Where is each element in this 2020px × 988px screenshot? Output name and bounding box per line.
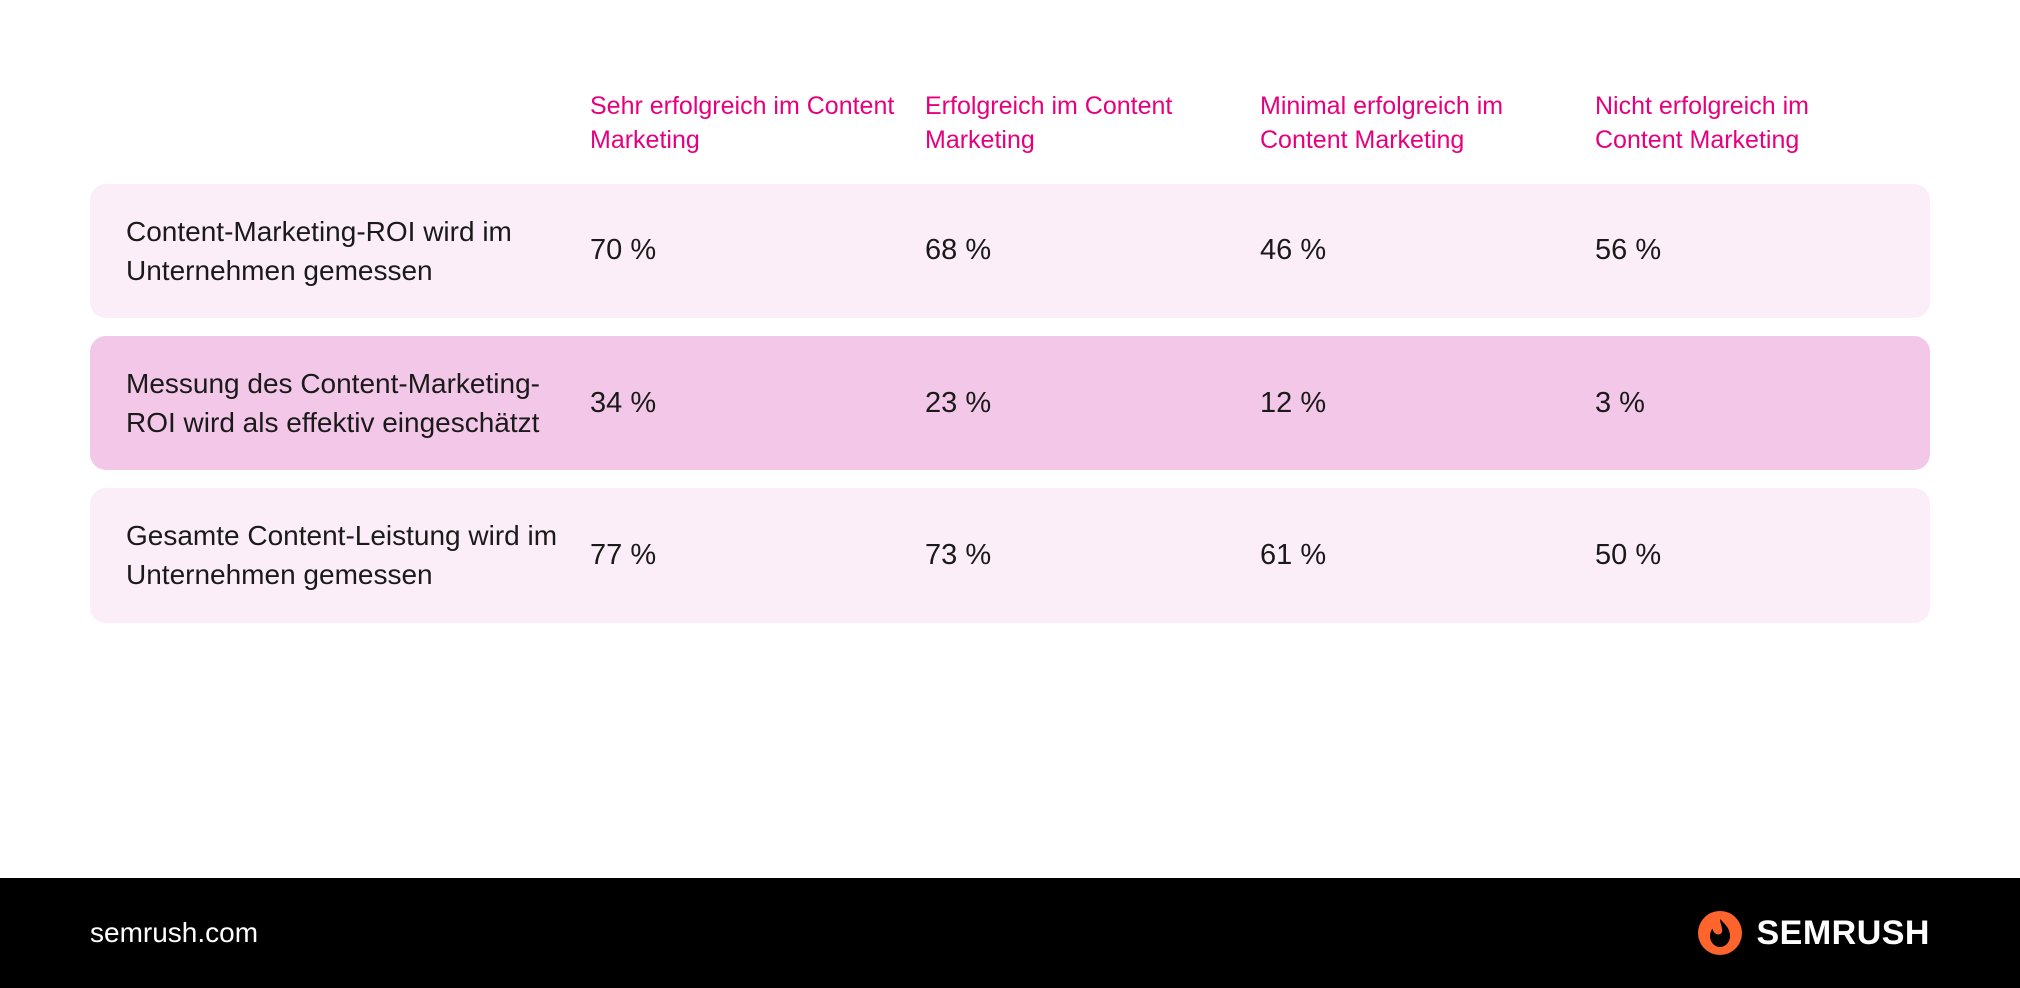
column-header-label: Erfolgreich im Content Marketing: [925, 90, 1230, 158]
value-cell: 50 %: [1595, 539, 1930, 572]
row-label-cell: Messung des Content-Marketing-ROI wird a…: [90, 364, 590, 442]
column-header-label: Nicht erfolgreich im Content Marketing: [1595, 90, 1900, 158]
column-header-label: Minimal erfolgreich im Content Marketing: [1260, 90, 1565, 158]
percentage-value: 23 %: [925, 387, 991, 419]
value-cell: 61 %: [1260, 539, 1595, 572]
row-label: Gesamte Content-Leistung wird im Unterne…: [126, 516, 570, 594]
value-cell: 12 %: [1260, 387, 1595, 420]
percentage-value: 77 %: [590, 539, 656, 571]
value-cell: 23 %: [925, 387, 1260, 420]
value-cell: 56 %: [1595, 234, 1930, 267]
table-row: Messung des Content-Marketing-ROI wird a…: [90, 336, 1930, 470]
column-header: Minimal erfolgreich im Content Marketing: [1260, 90, 1595, 158]
column-header: Sehr erfolgreich im Content Marketing: [590, 90, 925, 158]
value-cell: 68 %: [925, 234, 1260, 267]
row-label-cell: Gesamte Content-Leistung wird im Unterne…: [90, 516, 590, 594]
percentage-value: 50 %: [1595, 539, 1661, 571]
row-label: Content-Marketing-ROI wird im Unternehme…: [126, 212, 570, 290]
percentage-value: 34 %: [590, 387, 656, 419]
percentage-value: 56 %: [1595, 234, 1661, 266]
column-header-label: Sehr erfolgreich im Content Marketing: [590, 90, 895, 158]
flame-icon: [1698, 911, 1742, 955]
comparison-table: Sehr erfolgreich im Content Marketing Er…: [90, 90, 1930, 641]
table-row: Gesamte Content-Leistung wird im Unterne…: [90, 488, 1930, 622]
percentage-value: 73 %: [925, 539, 991, 571]
value-cell: 46 %: [1260, 234, 1595, 267]
brand-logo: SEMRUSH: [1698, 911, 1930, 955]
column-header: Erfolgreich im Content Marketing: [925, 90, 1260, 158]
footer-bar: semrush.com SEMRUSH: [0, 878, 2020, 988]
percentage-value: 3 %: [1595, 387, 1645, 419]
value-cell: 34 %: [590, 387, 925, 420]
row-label: Messung des Content-Marketing-ROI wird a…: [126, 364, 570, 442]
table-header-row: Sehr erfolgreich im Content Marketing Er…: [90, 90, 1930, 184]
brand-name: SEMRUSH: [1756, 914, 1930, 953]
column-header: Nicht erfolgreich im Content Marketing: [1595, 90, 1930, 158]
footer-url: semrush.com: [90, 917, 258, 949]
percentage-value: 46 %: [1260, 234, 1326, 266]
value-cell: 73 %: [925, 539, 1260, 572]
row-label-cell: Content-Marketing-ROI wird im Unternehme…: [90, 212, 590, 290]
value-cell: 77 %: [590, 539, 925, 572]
percentage-value: 70 %: [590, 234, 656, 266]
value-cell: 3 %: [1595, 387, 1930, 420]
percentage-value: 61 %: [1260, 539, 1326, 571]
main-content: Sehr erfolgreich im Content Marketing Er…: [0, 0, 2020, 878]
value-cell: 70 %: [590, 234, 925, 267]
percentage-value: 12 %: [1260, 387, 1326, 419]
table-row: Content-Marketing-ROI wird im Unternehme…: [90, 184, 1930, 318]
percentage-value: 68 %: [925, 234, 991, 266]
